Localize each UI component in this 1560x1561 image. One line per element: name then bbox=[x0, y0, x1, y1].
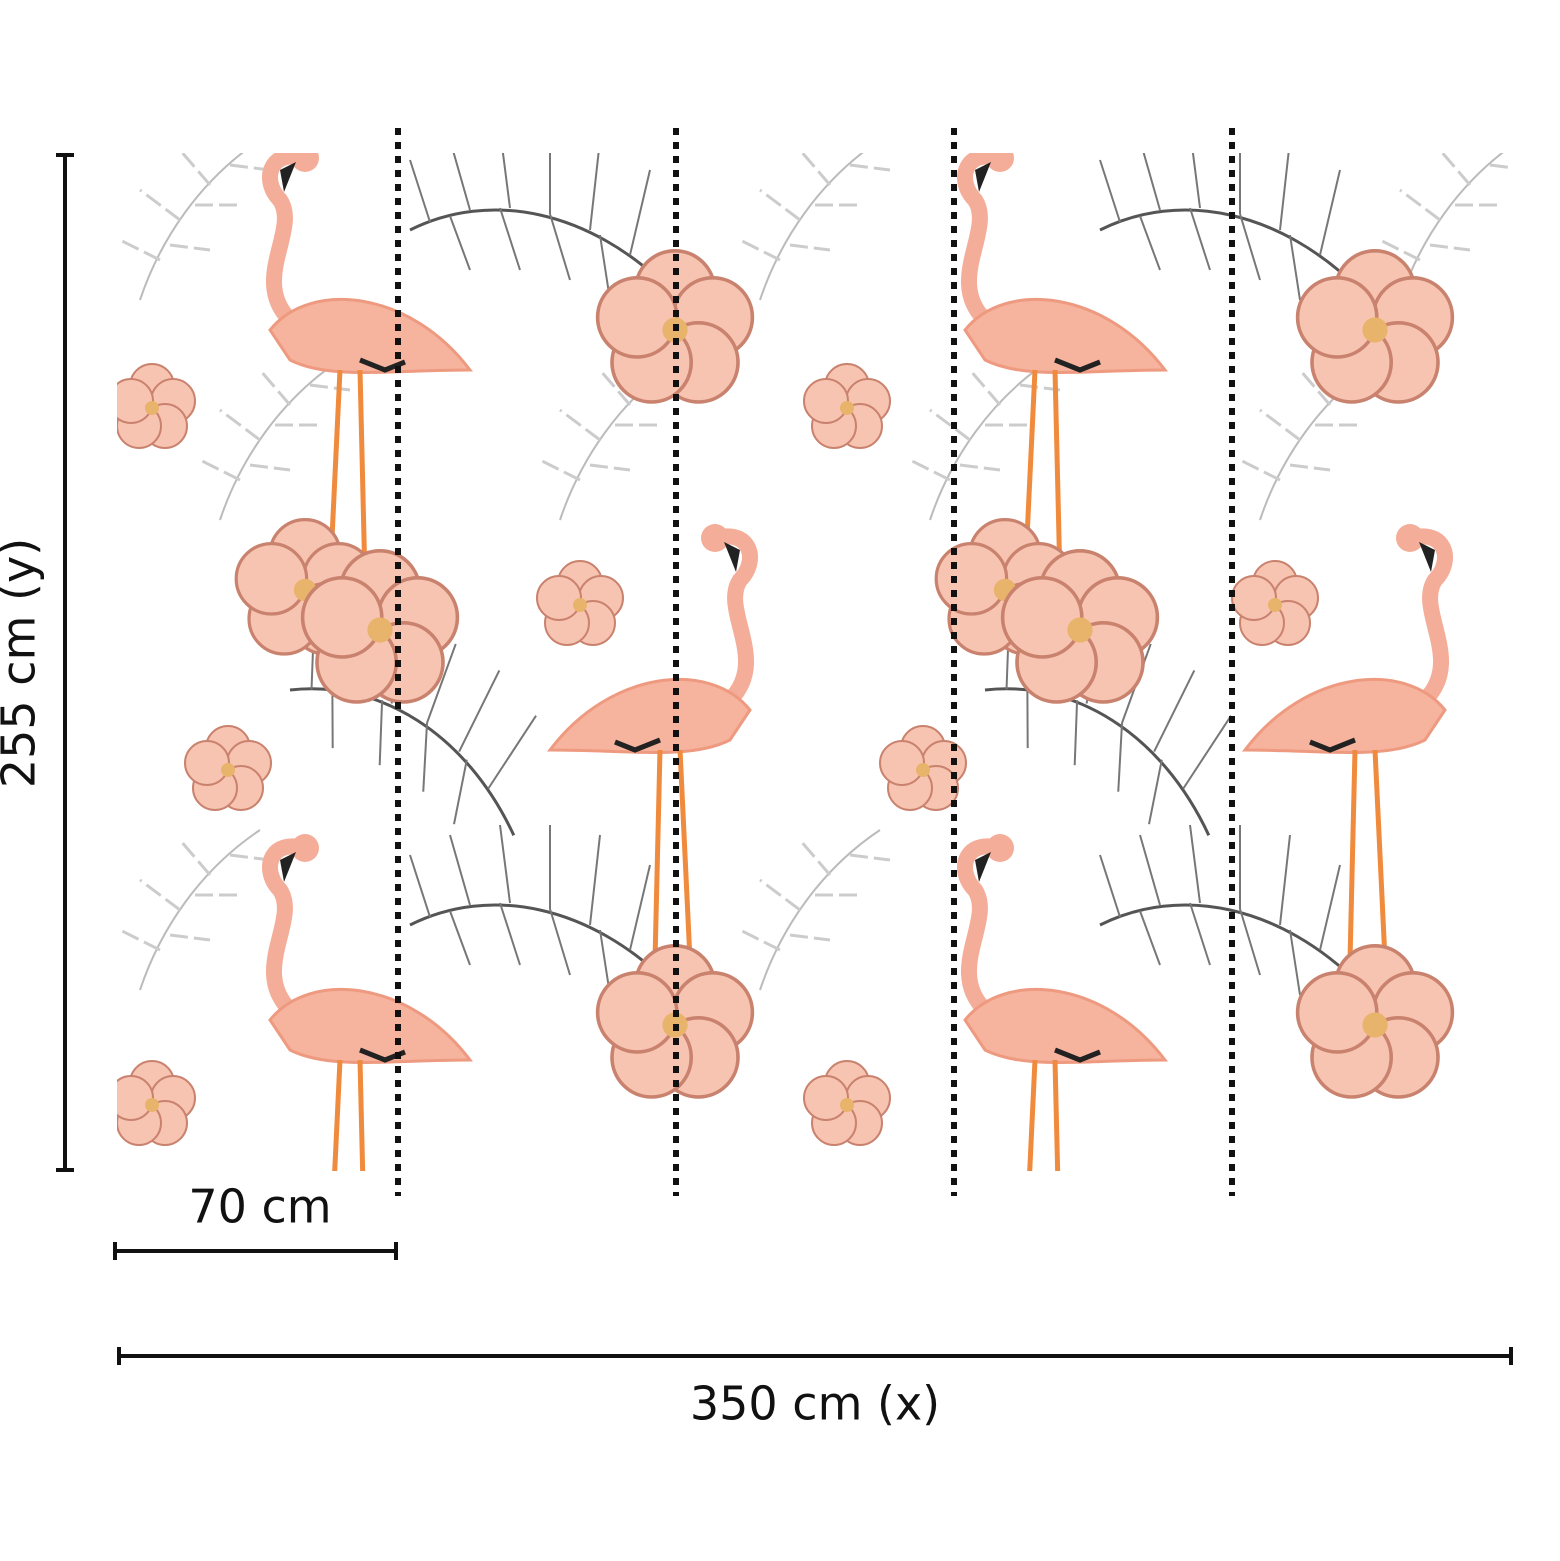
width-label: 350 cm (x) bbox=[690, 1377, 940, 1431]
panel-width-dimension-line bbox=[113, 1242, 398, 1260]
wallpaper-pattern bbox=[117, 153, 1513, 1171]
panel-width-label: 70 cm bbox=[188, 1180, 331, 1234]
width-dimension-line bbox=[117, 1347, 1513, 1365]
height-label: 255 cm (y) bbox=[0, 538, 46, 788]
height-dimension-line bbox=[56, 153, 74, 1172]
panel-seams bbox=[395, 128, 1235, 1196]
